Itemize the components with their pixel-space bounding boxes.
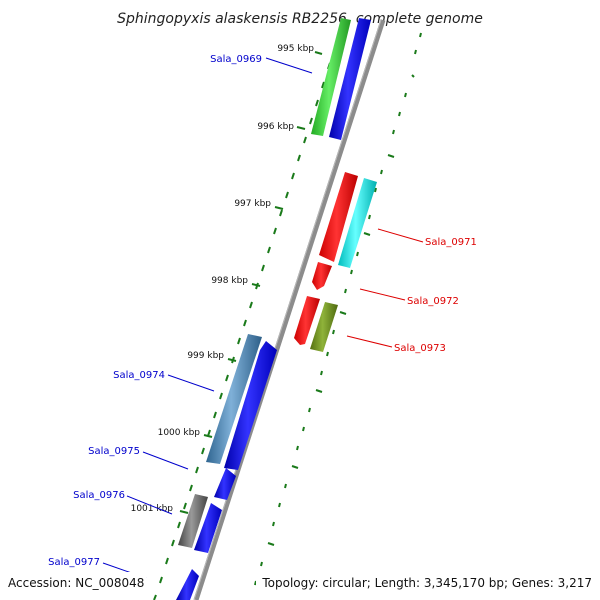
connector-sala-0973	[346, 335, 393, 348]
gene-label-sala-0973[interactable]: Sala_0973	[394, 343, 446, 354]
gene-arrow-blue-sala-0975[interactable]	[214, 468, 236, 500]
connector-sala-0972	[359, 288, 406, 301]
connector-sala-0976	[126, 495, 173, 515]
tick-label-999: 999 kbp	[187, 351, 224, 361]
gene-arrow-blue-sala-0969[interactable]	[329, 18, 371, 140]
accession-text: Accession: NC_008048	[8, 576, 144, 590]
right-tick-track	[254, 32, 422, 586]
genome-backbone	[193, 19, 386, 600]
connector-sala-0974	[167, 374, 215, 392]
gene-label-sala-0972[interactable]: Sala_0972	[407, 296, 459, 307]
gene-arrow-red-sala-0972[interactable]	[312, 262, 332, 290]
genome-backbone-highlight	[193, 19, 382, 600]
gene-label-sala-0975[interactable]: Sala_0975	[88, 446, 140, 457]
gene-label-sala-0971[interactable]: Sala_0971	[425, 237, 477, 248]
connector-sala-0971	[377, 228, 424, 243]
gene-arrow-olive-sala-0973[interactable]	[310, 302, 338, 352]
tick-label-1000: 1000 kbp	[158, 428, 201, 438]
tick-label-1001: 1001 kbp	[131, 504, 174, 514]
footer-right-bg	[256, 572, 596, 592]
tick-label-996: 996 kbp	[257, 122, 294, 132]
gene-arrow-blue-sala-0977[interactable]	[176, 569, 199, 600]
gene-arrow-red-sala-0971[interactable]	[319, 172, 358, 262]
gene-arrow-blue-sala-0976b[interactable]	[194, 503, 222, 553]
gene-arrow-green[interactable]	[311, 18, 351, 136]
gene-label-sala-0969[interactable]: Sala_0969	[210, 54, 262, 65]
footer-left-bg	[4, 572, 146, 592]
map-title: Sphingopyxis alaskensis RB2256, complete…	[117, 11, 483, 27]
gene-arrow-cyan-sala-0971[interactable]	[338, 178, 377, 268]
gene-arrow-red-sala-0973[interactable]	[294, 296, 320, 345]
connector-sala-0969	[265, 57, 313, 74]
tick-label-995: 995 kbp	[277, 44, 314, 54]
gene-label-sala-0977[interactable]: Sala_0977	[48, 557, 100, 568]
gene-label-sala-0974[interactable]: Sala_0974	[113, 370, 165, 381]
gene-arrow-steelblue-sala-0974[interactable]	[206, 334, 262, 464]
tick-label-998: 998 kbp	[211, 276, 248, 286]
tick-label-997: 997 kbp	[234, 199, 271, 209]
major-ticks	[179, 51, 323, 514]
gene-arrow-blue-long[interactable]	[224, 341, 277, 470]
connector-sala-0975	[142, 451, 189, 470]
gene-label-sala-0976[interactable]: Sala_0976	[73, 490, 125, 501]
gene-arrow-gray-sala-0976[interactable]	[178, 494, 208, 548]
topology-text: Topology: circular; Length: 3,345,170 bp…	[261, 576, 592, 590]
